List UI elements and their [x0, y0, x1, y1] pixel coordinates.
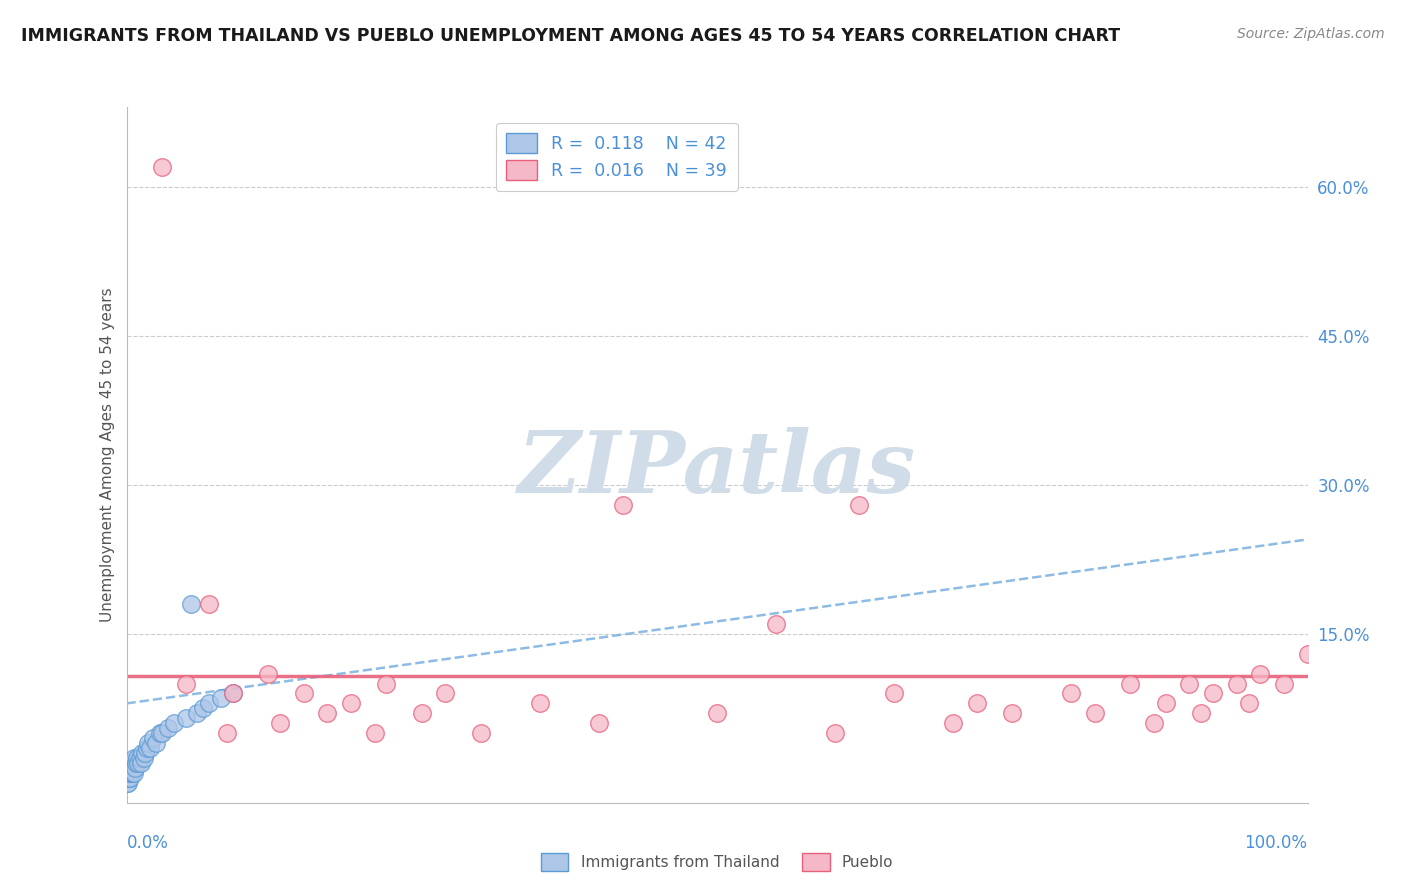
Point [198, 597, 221, 611]
Point [180, 597, 202, 611]
Point [120, 766, 142, 780]
Point [588, 716, 610, 731]
Point [127, 756, 149, 770]
Point [198, 697, 221, 711]
Point [1272, 676, 1295, 690]
Point [363, 726, 385, 740]
Point [120, 756, 142, 770]
Point [122, 766, 145, 780]
Point [115, 776, 138, 790]
Point [120, 771, 142, 785]
Point [434, 686, 457, 700]
Point [131, 746, 153, 760]
Point [1143, 716, 1166, 731]
Point [117, 771, 139, 785]
Point [129, 756, 152, 770]
Point [134, 751, 156, 765]
Point [120, 766, 142, 780]
Point [1154, 697, 1177, 711]
Point [117, 766, 139, 780]
Point [125, 756, 148, 770]
Text: 0.0%: 0.0% [127, 834, 169, 852]
Legend: Immigrants from Thailand, Pueblo: Immigrants from Thailand, Pueblo [533, 846, 901, 879]
Point [128, 751, 150, 765]
Point [163, 716, 186, 731]
Point [120, 756, 142, 770]
Text: Source: ZipAtlas.com: Source: ZipAtlas.com [1237, 27, 1385, 41]
Text: 100.0%: 100.0% [1244, 834, 1308, 852]
Text: IMMIGRANTS FROM THAILAND VS PUEBLO UNEMPLOYMENT AMONG AGES 45 TO 54 YEARS CORREL: IMMIGRANTS FROM THAILAND VS PUEBLO UNEMP… [21, 27, 1121, 45]
Point [529, 697, 551, 711]
Point [257, 666, 280, 681]
Y-axis label: Unemployment Among Ages 45 to 54 years: Unemployment Among Ages 45 to 54 years [100, 287, 115, 623]
Point [765, 616, 787, 631]
Point [141, 731, 163, 746]
Point [1084, 706, 1107, 721]
Point [150, 160, 173, 174]
Point [118, 771, 141, 785]
Point [848, 498, 870, 512]
Point [117, 776, 139, 790]
Point [340, 697, 363, 711]
Point [375, 676, 398, 690]
Point [316, 706, 339, 721]
Point [1119, 676, 1142, 690]
Point [134, 746, 156, 760]
Point [186, 706, 208, 721]
Point [222, 686, 245, 700]
Point [1178, 676, 1201, 690]
Point [215, 726, 238, 740]
Point [470, 726, 492, 740]
Point [1237, 697, 1260, 711]
Point [150, 726, 173, 740]
Point [136, 736, 159, 750]
Point [193, 701, 215, 715]
Point [139, 741, 162, 756]
Point [292, 686, 315, 700]
Point [883, 686, 905, 700]
Point [1189, 706, 1212, 721]
Point [118, 766, 141, 780]
Point [612, 498, 634, 512]
Point [942, 716, 965, 731]
Point [1226, 676, 1249, 690]
Point [121, 756, 143, 770]
Point [1060, 686, 1083, 700]
Point [127, 751, 149, 765]
Point [156, 721, 179, 735]
Point [411, 706, 433, 721]
Point [1202, 686, 1225, 700]
Text: ZIPatlas: ZIPatlas [517, 427, 917, 510]
Point [121, 766, 143, 780]
Point [135, 741, 157, 756]
Point [966, 697, 988, 711]
Point [824, 726, 846, 740]
Point [706, 706, 728, 721]
Point [209, 691, 232, 706]
Point [1296, 647, 1319, 661]
Point [145, 736, 167, 750]
Point [174, 676, 197, 690]
Point [1001, 706, 1024, 721]
Point [1249, 666, 1271, 681]
Point [118, 761, 141, 775]
Point [149, 726, 172, 740]
Point [222, 686, 245, 700]
Point [269, 716, 291, 731]
Point [115, 771, 138, 785]
Point [174, 711, 197, 725]
Point [124, 761, 146, 775]
Point [122, 751, 145, 765]
